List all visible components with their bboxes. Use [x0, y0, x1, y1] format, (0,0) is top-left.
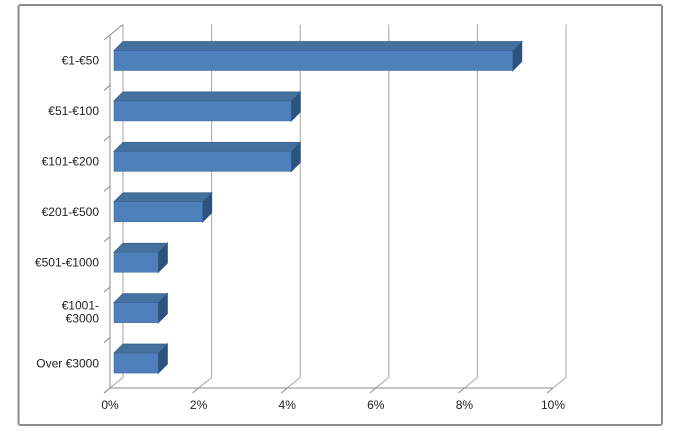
bar-top-face [113, 91, 302, 102]
bar [113, 242, 169, 274]
bar-top-face [113, 242, 169, 253]
value-axis-label: 8% [456, 398, 474, 412]
bar-front-face [113, 302, 159, 323]
category-axis-tick [103, 387, 111, 394]
category-axis-tick [103, 85, 111, 91]
bar [113, 90, 302, 123]
bar-top-face [113, 41, 523, 51]
value-axis-label: 10% [541, 398, 565, 412]
bar [113, 141, 302, 173]
value-axis-label: 2% [190, 398, 208, 412]
bar-top-face [113, 343, 169, 354]
bar-front-face [113, 352, 159, 374]
bar-front-face [113, 201, 203, 223]
category-label: €501-€1000 [35, 255, 99, 269]
gridline-floor-foot [552, 377, 567, 389]
bar-top-face [113, 293, 169, 304]
category-axis-tick [103, 236, 111, 243]
category-label: €201-€500 [42, 205, 100, 219]
bar-front-face [113, 100, 292, 122]
value-axis-label: 6% [367, 398, 385, 412]
value-axis-label: 4% [279, 398, 297, 412]
category-axis-tick [103, 337, 111, 343]
bar-top-face [113, 141, 302, 152]
bar-top-face [113, 192, 213, 203]
value-axis-tick [280, 387, 288, 394]
value-axis-label: 0% [101, 398, 119, 412]
category-label-line: €1001- [62, 298, 99, 312]
gridline-floor-foot [375, 377, 390, 389]
category-axis-tick [103, 135, 111, 142]
bar [113, 191, 213, 223]
bar-front-face [113, 50, 513, 71]
category-label: €101-€200 [42, 155, 100, 169]
value-axis-tick [546, 387, 554, 394]
value-axis-tick [458, 387, 465, 394]
gridline-floor-foot [286, 377, 301, 389]
category-axis-tick [103, 185, 111, 192]
category-label: €1-€50 [62, 54, 100, 68]
value-axis-tick [369, 387, 377, 394]
gridline-floor-foot [198, 377, 212, 389]
gridline-floor-foot [464, 377, 478, 389]
category-label: Over €3000 [36, 356, 99, 370]
gridline-floor-foot [109, 377, 124, 389]
bar [113, 342, 169, 375]
category-label: €51-€100 [48, 104, 99, 118]
category-axis-tick [103, 34, 111, 41]
value-axis-tick [192, 387, 199, 394]
bar [113, 40, 523, 72]
bar-front-face [113, 251, 159, 273]
wall-top-left-edge [109, 24, 124, 36]
bar [113, 292, 169, 324]
category-axis-tick [103, 286, 111, 293]
bar-front-face [113, 151, 292, 172]
category-label-line: €3000 [66, 311, 100, 325]
